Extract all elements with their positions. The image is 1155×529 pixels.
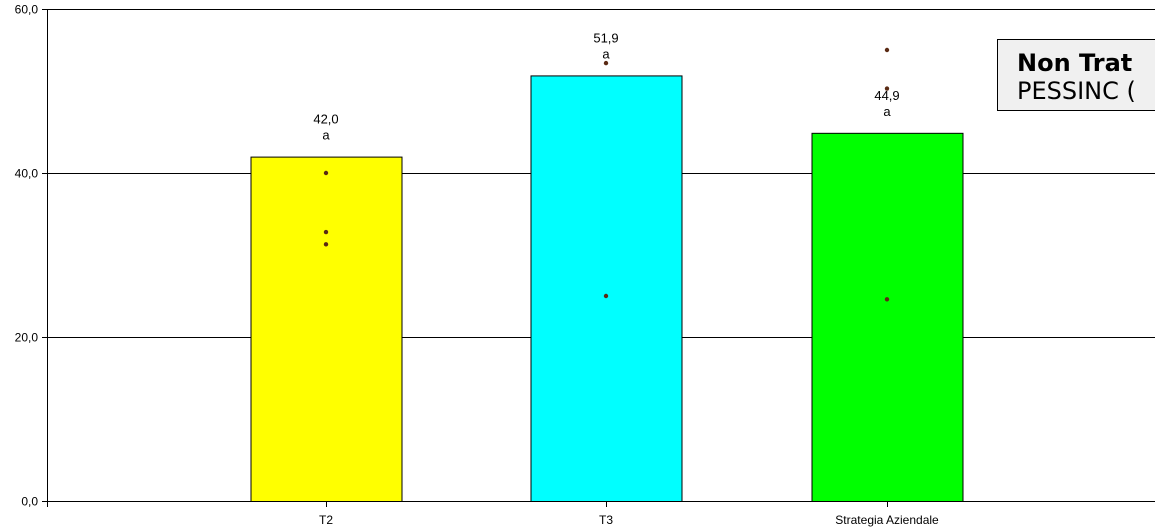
y-tick-label: 20,0 — [15, 331, 39, 345]
legend-box: Non Trat PESSINC ( — [997, 39, 1155, 111]
x-tick-label: T3 — [599, 513, 613, 527]
bar — [811, 132, 964, 502]
x-tick-label: T2 — [319, 513, 333, 527]
data-point — [323, 170, 329, 176]
data-point — [884, 86, 890, 91]
group-letter: a — [322, 128, 330, 143]
bar — [250, 156, 403, 502]
group-letter: a — [883, 104, 891, 119]
data-points — [323, 47, 890, 302]
group-letter: a — [602, 46, 610, 61]
value-label: 42,0 — [313, 112, 338, 127]
data-point — [884, 47, 890, 53]
legend-subtitle: PESSINC ( — [1017, 77, 1136, 105]
data-point — [323, 229, 329, 235]
legend-title: Non Trat — [1017, 49, 1133, 77]
x-tick-label: Strategia Aziendale — [835, 513, 939, 527]
y-tick-label: 40,0 — [15, 167, 39, 181]
y-tick-label: 60,0 — [15, 3, 39, 17]
axes: 0,0 20,0 40,0 60,0 T2 T3 Strategia Aziendale — [15, 3, 939, 528]
bars — [250, 75, 964, 502]
data-point — [603, 293, 609, 299]
data-point — [884, 297, 890, 302]
data-point — [323, 242, 329, 247]
value-label: 51,9 — [593, 30, 618, 45]
value-label: 44,9 — [874, 88, 899, 103]
y-tick-label: 0,0 — [21, 495, 38, 509]
data-point — [603, 60, 609, 66]
bar — [530, 75, 683, 502]
